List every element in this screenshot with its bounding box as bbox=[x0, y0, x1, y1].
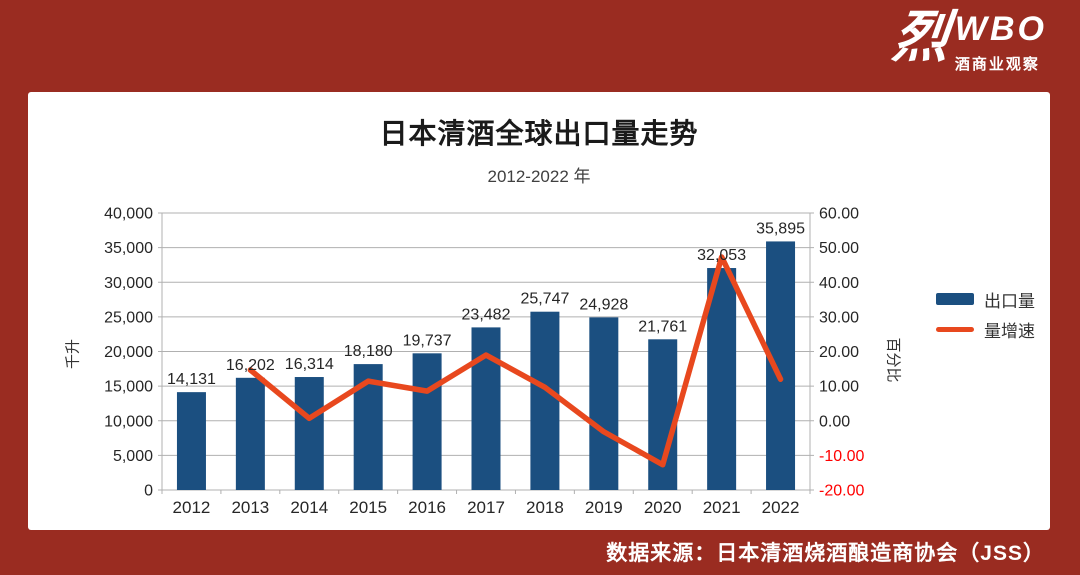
right-axis-tick-label: -10.00 bbox=[819, 448, 864, 465]
legend-bar-swatch bbox=[936, 293, 974, 305]
bar-value-label: 23,482 bbox=[462, 306, 511, 323]
left-axis-tick-label: 25,000 bbox=[104, 309, 153, 326]
growth-rate-line bbox=[247, 254, 784, 468]
data-source-note: 数据来源：日本清酒烧酒酿造商协会（JSS） bbox=[606, 542, 1045, 565]
left-axis-tick-label: 5,000 bbox=[113, 448, 153, 465]
left-axis-title: 千升 bbox=[64, 338, 82, 370]
x-axis-label: 2021 bbox=[703, 498, 741, 517]
bar-value-label: 16,202 bbox=[226, 357, 275, 374]
left-axis-tick-label: 35,000 bbox=[104, 240, 153, 257]
right-axis-tick-label: 30.00 bbox=[819, 309, 859, 326]
bar-value-label: 21,761 bbox=[638, 318, 687, 335]
left-axis-tick-label: 20,000 bbox=[104, 344, 153, 361]
bar-2017 bbox=[471, 327, 501, 490]
bar-value-label: 14,131 bbox=[167, 371, 216, 388]
legend-label-growth-rate: 量增速 bbox=[984, 321, 1035, 341]
chart-title: 日本清酒全球出口量走势 bbox=[379, 118, 699, 149]
left-axis-tick-label: 30,000 bbox=[104, 275, 153, 292]
x-axis-label: 2013 bbox=[231, 498, 269, 517]
right-axis-title: 百分比 bbox=[884, 337, 902, 383]
bar-2022 bbox=[766, 241, 796, 490]
bar-value-label: 35,895 bbox=[756, 220, 805, 237]
x-axis-label: 2016 bbox=[408, 498, 446, 517]
x-axis-label: 2012 bbox=[173, 498, 211, 517]
combo-chart: 40,000 35,000 30,000 25,000 20,000 15,000 10,0… bbox=[104, 206, 864, 518]
x-axis-label: 2014 bbox=[290, 498, 328, 517]
x-axis-label: 2022 bbox=[762, 498, 800, 517]
chart-legend: 出口量 量增速 bbox=[936, 284, 1035, 344]
wbo-logo: 烈 WBO 酒商业观察 bbox=[889, 5, 1047, 74]
bar-value-label: 25,747 bbox=[520, 291, 569, 308]
bar-value-label: 18,180 bbox=[344, 343, 393, 360]
right-axis-tick-label: 0.00 bbox=[819, 413, 850, 430]
x-axis-label: 2018 bbox=[526, 498, 564, 517]
bar-2013 bbox=[235, 377, 265, 490]
x-axis-label: 2019 bbox=[585, 498, 623, 517]
logo-brand-text: WBO bbox=[954, 10, 1047, 48]
legend-item-growth-rate: 量增速 bbox=[936, 314, 1035, 344]
x-axis-label: 2017 bbox=[467, 498, 505, 517]
bar-value-label: 19,737 bbox=[403, 332, 452, 349]
bar-2012 bbox=[176, 392, 206, 490]
right-axis-tick-label: 10.00 bbox=[819, 379, 859, 396]
right-axis-tick-label: 60.00 bbox=[819, 206, 859, 223]
left-axis-tick-label: 40,000 bbox=[104, 206, 153, 223]
chart-card: 日本清酒全球出口量走势 2012-2022 年 40,000 35,000 30,0… bbox=[28, 92, 1050, 530]
chart-subtitle: 2012-2022 年 bbox=[487, 167, 591, 186]
legend-item-export-volume: 出口量 bbox=[936, 284, 1035, 314]
bar-2021 bbox=[707, 268, 737, 490]
legend-line-swatch bbox=[936, 326, 974, 332]
bar-value-label: 32,053 bbox=[697, 247, 746, 264]
logo-lie-glyph: 烈 bbox=[889, 5, 953, 68]
logo-tagline-text: 酒商业观察 bbox=[954, 56, 1040, 73]
right-axis-tick-label: -20.00 bbox=[819, 483, 864, 500]
right-axis-tick-label: 20.00 bbox=[819, 344, 859, 361]
bar-2019 bbox=[589, 317, 619, 490]
legend-label-export-volume: 出口量 bbox=[984, 291, 1035, 311]
bar-2016 bbox=[412, 353, 442, 490]
bar-value-label: 24,928 bbox=[579, 296, 628, 313]
right-axis-tick-label: 40.00 bbox=[819, 275, 859, 292]
bar-value-label: 16,314 bbox=[285, 356, 334, 373]
x-axis-label: 2020 bbox=[644, 498, 682, 517]
logo-text-column: WBO 酒商业观察 bbox=[955, 8, 1047, 74]
right-axis-tick-label: 50.00 bbox=[819, 240, 859, 257]
left-axis-tick-label: 15,000 bbox=[104, 379, 153, 396]
bar-2018 bbox=[530, 311, 560, 490]
left-axis-tick-label: 10,000 bbox=[104, 413, 153, 430]
x-axis-label: 2015 bbox=[349, 498, 387, 517]
bar-2014 bbox=[294, 377, 324, 490]
left-axis-tick-label: 0 bbox=[144, 483, 153, 500]
